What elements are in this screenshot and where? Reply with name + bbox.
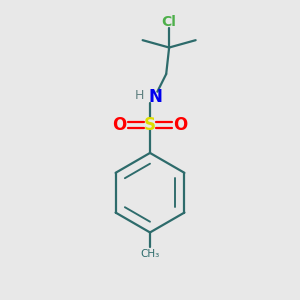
Text: O: O xyxy=(173,116,188,134)
Text: N: N xyxy=(148,88,162,106)
Text: S: S xyxy=(144,116,156,134)
Text: CH₃: CH₃ xyxy=(140,249,160,259)
Text: H: H xyxy=(135,89,144,102)
Text: O: O xyxy=(112,116,127,134)
Text: Cl: Cl xyxy=(162,15,177,28)
